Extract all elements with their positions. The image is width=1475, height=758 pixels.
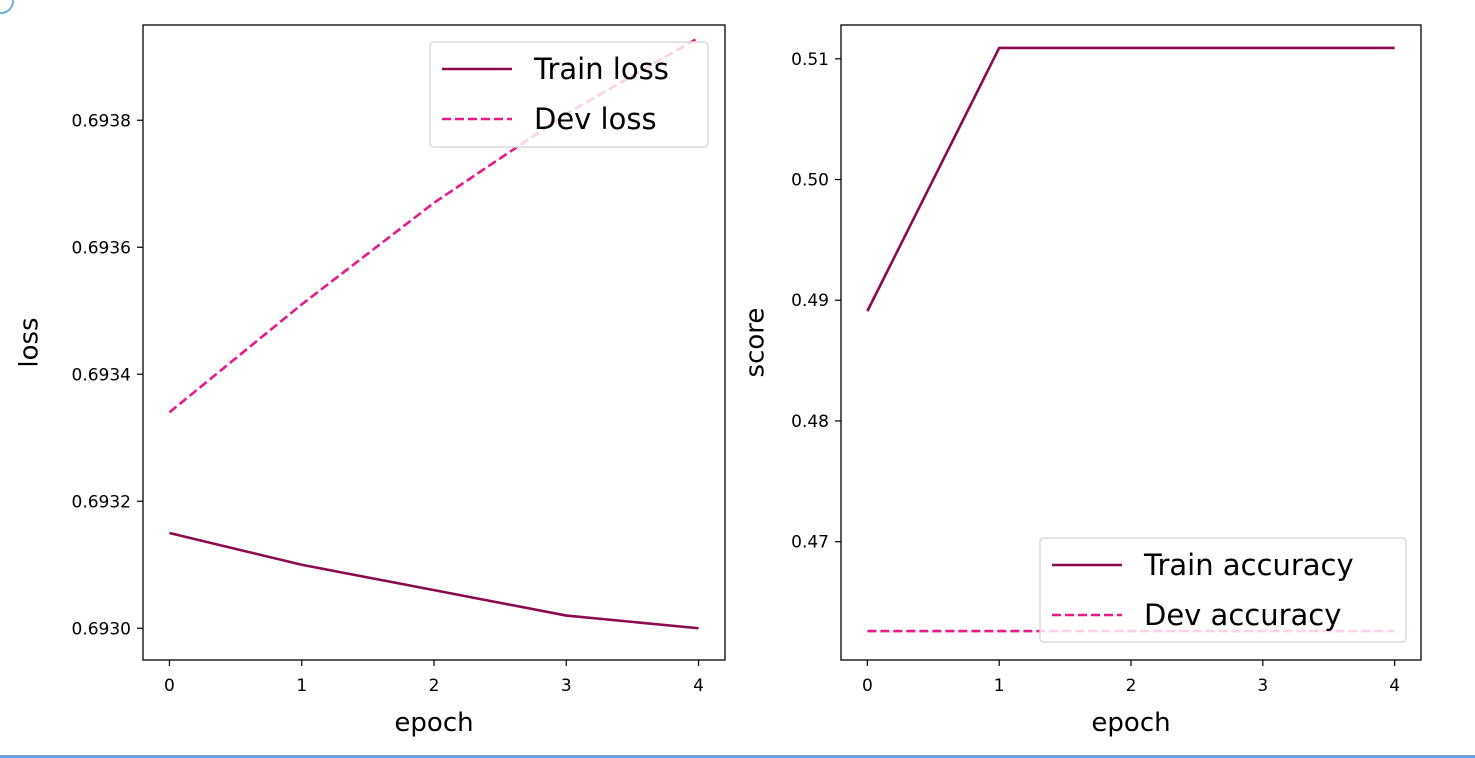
score-chart-legend: Train accuracy Dev accuracy: [1039, 537, 1407, 643]
score-chart-ytick-label: 0.49: [791, 291, 829, 311]
loss-chart-xtick-label: 4: [693, 676, 704, 696]
loss-chart-xtick-label: 3: [561, 676, 572, 696]
score-chart-ytick-label: 0.47: [791, 533, 829, 553]
score-chart-ytick-label: 0.50: [791, 171, 829, 191]
score-chart-xtick-label: 1: [994, 676, 1005, 696]
loss-chart-legend-label: Train loss: [533, 52, 669, 86]
score-chart-xtick-label: 3: [1257, 676, 1268, 696]
score-chart-xtick-label: 4: [1389, 676, 1400, 696]
score-chart-xlabel: epoch: [1091, 708, 1170, 738]
loss-chart-xtick-label: 0: [164, 676, 175, 696]
loss-chart-ylabel: loss: [15, 317, 45, 367]
score-chart-series-train-line: [866, 46, 1395, 312]
score-chart-legend-box: [1039, 537, 1407, 643]
score-chart-ylabel: score: [741, 308, 771, 378]
loss-chart: 0 1 2 3 4 0.6930 0.6932 0.6934 0.6936 0.6938 epo…: [15, 24, 726, 738]
loss-chart-ytick-label: 0.6932: [72, 492, 131, 512]
bottom-border: [0, 755, 1475, 758]
loss-chart-xlabel: epoch: [394, 708, 473, 738]
loss-chart-series-train-line: [169, 531, 699, 630]
loss-chart-legend-label: Dev loss: [534, 102, 657, 136]
score-chart-xtick-label: 2: [1126, 676, 1137, 696]
loss-chart-legend: Train loss Dev loss: [429, 41, 709, 148]
loss-chart-xtick-label: 2: [429, 676, 440, 696]
score-chart-xtick-label: 0: [862, 676, 873, 696]
loss-chart-ytick-label: 0.6936: [72, 238, 131, 258]
score-chart-legend-label: Train accuracy: [1143, 548, 1354, 582]
score-chart-ytick-label: 0.48: [791, 412, 829, 432]
score-chart: 0 1 2 3 4 0.47 0.48 0.49 0.50 0.51 epoch score T…: [741, 24, 1422, 738]
loss-chart-xtick-label: 1: [296, 676, 307, 696]
score-chart-ytick-label: 0.51: [791, 50, 829, 70]
loss-chart-ytick-label: 0.6938: [72, 111, 131, 131]
loss-chart-ytick-label: 0.6934: [72, 365, 131, 385]
score-chart-legend-label: Dev accuracy: [1144, 598, 1341, 632]
loss-chart-ytick-label: 0.6930: [72, 619, 131, 639]
